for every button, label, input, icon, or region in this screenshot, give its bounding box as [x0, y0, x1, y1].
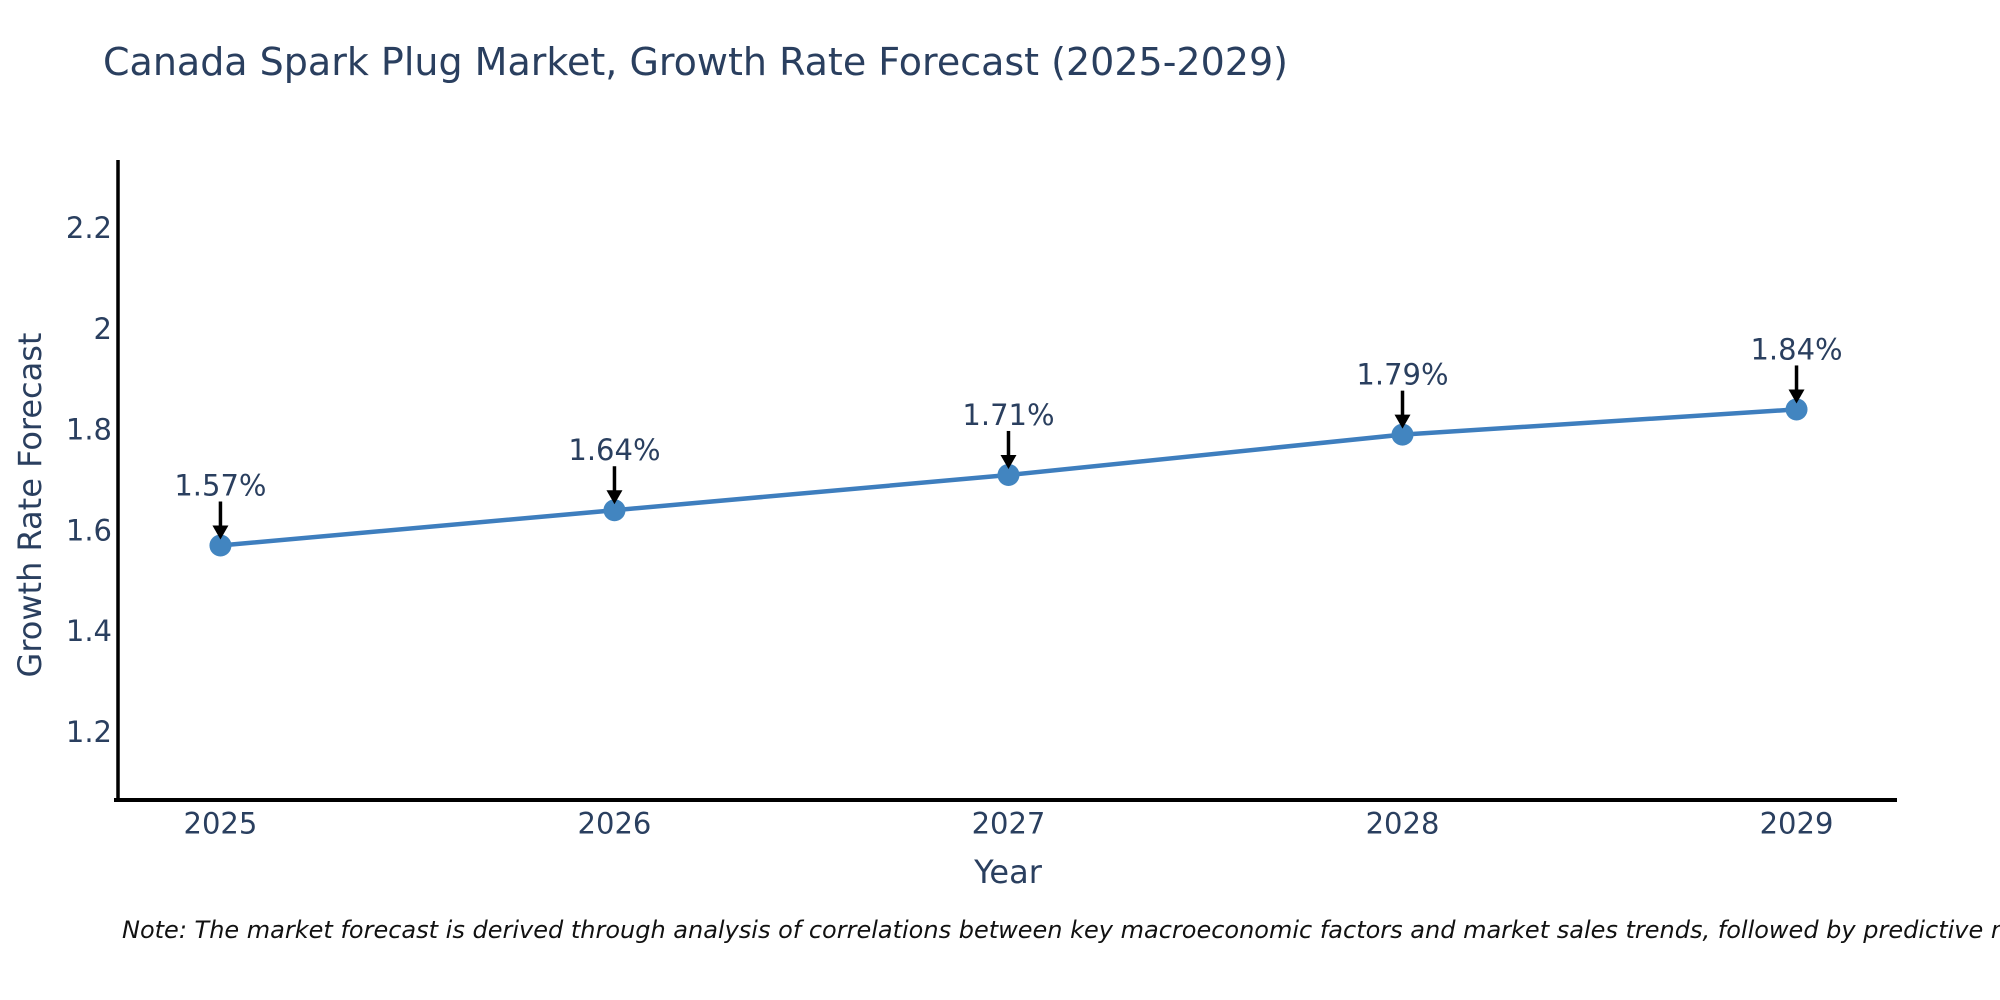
- footnote: Note: The market forecast is derived thr…: [122, 916, 2000, 944]
- annotation-arrow-head: [1000, 454, 1017, 469]
- point-annotation-label: 1.57%: [174, 469, 266, 503]
- x-tick-label: 2029: [1760, 807, 1834, 841]
- point-annotation-label: 1.79%: [1356, 358, 1448, 392]
- y-tick-label: 2.2: [66, 211, 112, 245]
- data-point: [1391, 423, 1414, 446]
- annotation-arrow-head: [1788, 389, 1805, 404]
- data-point: [1785, 398, 1808, 421]
- annotation-arrow-head: [1394, 414, 1411, 429]
- y-tick-label: 1.8: [66, 413, 112, 447]
- annotation-arrow-head: [212, 525, 229, 540]
- x-tick-label: 2025: [184, 807, 258, 841]
- chart-title: Canada Spark Plug Market, Growth Rate Fo…: [103, 40, 1288, 84]
- data-point: [603, 499, 626, 522]
- annotation-arrow-head: [606, 490, 623, 505]
- x-axis-title: Year: [974, 853, 1042, 891]
- x-tick-label: 2026: [578, 807, 652, 841]
- y-axis-title: Growth Rate Forecast: [11, 332, 49, 678]
- point-annotation-label: 1.84%: [1750, 332, 1842, 366]
- point-annotation-label: 1.71%: [962, 398, 1054, 432]
- point-annotation-label: 1.64%: [568, 433, 660, 467]
- x-tick-label: 2027: [972, 807, 1046, 841]
- y-tick-label: 1.2: [66, 715, 112, 749]
- y-tick-label: 1.6: [66, 513, 112, 547]
- y-tick-label: 2: [94, 312, 112, 346]
- data-point: [209, 534, 232, 557]
- x-tick-label: 2028: [1366, 807, 1440, 841]
- y-tick-label: 1.4: [66, 614, 112, 648]
- data-point: [997, 463, 1020, 486]
